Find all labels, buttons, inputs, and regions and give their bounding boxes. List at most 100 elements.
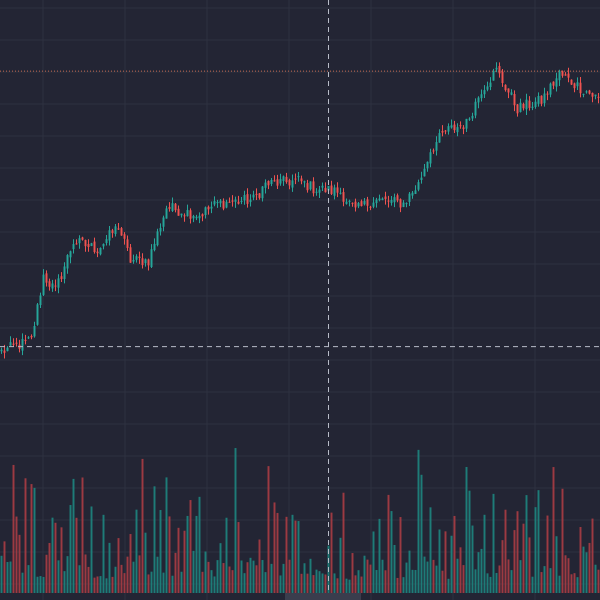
volume-bar [30, 484, 33, 593]
volume-bar [534, 507, 537, 593]
volume-bar [255, 565, 258, 593]
volume-bar [324, 574, 327, 593]
volume-bar [582, 546, 585, 593]
volume-bar [126, 556, 129, 593]
candle-body [234, 199, 237, 202]
volume-bar [6, 562, 9, 593]
candle-body [576, 82, 579, 87]
candle-body [279, 179, 282, 184]
candle-body [381, 198, 384, 200]
candle-body [192, 216, 195, 219]
candle-body [126, 239, 129, 248]
candle-body [102, 243, 105, 247]
candle-body [72, 244, 75, 250]
volume-bar [99, 576, 102, 593]
volume-series [0, 448, 600, 593]
volume-bar [411, 569, 414, 593]
volume-bar [156, 556, 159, 593]
volume-bar [465, 466, 468, 593]
volume-bar [588, 542, 591, 593]
candle-body [15, 342, 18, 344]
candle-body [441, 130, 444, 133]
volume-bar [186, 515, 189, 593]
candle-body [396, 195, 399, 201]
candle-body [75, 243, 78, 245]
time-scroll-thumb[interactable] [285, 593, 361, 600]
candle-body [501, 71, 504, 84]
candle-body [0, 349, 3, 352]
candle-body [474, 101, 477, 116]
candle-body [288, 180, 291, 186]
volume-bar [135, 509, 138, 593]
volume-bar [123, 573, 126, 593]
candle-body [336, 187, 339, 193]
candle-body [426, 161, 429, 169]
volume-bar [45, 554, 48, 593]
volume-bar [339, 537, 342, 593]
candle-body [504, 84, 507, 91]
candle-body [93, 241, 96, 253]
candle-body [318, 189, 321, 193]
candle-body [375, 199, 378, 204]
candle-body [282, 176, 285, 182]
candle-body [582, 93, 585, 95]
volume-bar [315, 569, 318, 593]
volume-bar [144, 532, 147, 593]
candle-body [438, 133, 441, 143]
volume-bar [270, 563, 273, 593]
candle-body [33, 326, 36, 337]
candle-body [189, 210, 192, 219]
candle-body [528, 100, 531, 108]
candle-body [69, 251, 72, 258]
candle-body [228, 201, 231, 203]
volume-bar [462, 565, 465, 593]
candle-body [330, 185, 333, 194]
candle-body [429, 152, 432, 164]
volume-bar [243, 573, 246, 593]
volume-bar [204, 551, 207, 593]
volume-bar [516, 511, 519, 593]
volume-bar [531, 576, 534, 593]
volume-bar [36, 576, 39, 593]
candle-body [390, 199, 393, 203]
candle-body [480, 94, 483, 99]
volume-bar [69, 505, 72, 593]
volume-bar [363, 555, 366, 593]
volume-bar [258, 539, 261, 593]
volume-bar [474, 569, 477, 593]
candle-body [486, 86, 489, 90]
candle-body [420, 177, 423, 181]
volume-bar [597, 569, 600, 593]
volume-bar [333, 573, 336, 593]
candle-body [333, 187, 336, 196]
candle-body [357, 203, 360, 207]
volume-bar [450, 535, 453, 593]
volume-bar [42, 576, 45, 593]
candle-body [255, 193, 258, 195]
volume-bar [66, 556, 69, 593]
candle-body [297, 176, 300, 178]
candle-body [342, 192, 345, 202]
candle-body [507, 88, 510, 93]
volume-bar [192, 550, 195, 593]
candle-body [402, 202, 405, 207]
volume-bar [87, 566, 90, 593]
candle-body [513, 94, 516, 106]
volume-bar [21, 572, 24, 593]
volume-bar [486, 573, 489, 593]
candle-body [306, 183, 309, 191]
candle-body [315, 191, 318, 193]
candle-body [108, 230, 111, 241]
volume-bar [273, 502, 276, 593]
volume-bar [558, 575, 561, 593]
volume-bar [357, 570, 360, 593]
candle-body [45, 273, 48, 283]
candle-body [483, 90, 486, 95]
candle-body [12, 343, 15, 345]
volume-bar [18, 534, 21, 593]
candle-body [564, 74, 567, 76]
candle-body [522, 103, 525, 109]
